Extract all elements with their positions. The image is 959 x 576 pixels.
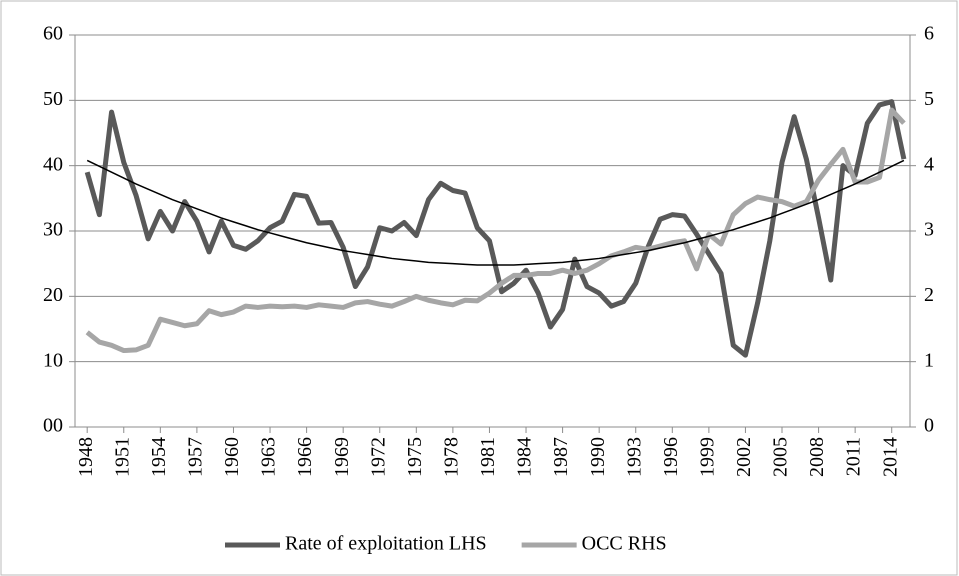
y-tick-label: 60 [43, 23, 63, 45]
x-tick-label: 2011 [843, 437, 865, 476]
x-tick-label: 2014 [879, 437, 901, 477]
y2-tick-label: 0 [924, 415, 934, 437]
x-tick-label: 1960 [221, 437, 243, 477]
x-tick-label: 1969 [331, 437, 353, 477]
y2-tick-label: 3 [924, 219, 934, 241]
x-tick-label: 1966 [294, 437, 316, 477]
y-tick-label: 10 [43, 349, 63, 371]
x-tick-label: 1978 [440, 437, 462, 477]
y2-tick-label: 2 [924, 284, 934, 306]
x-tick-label: 1981 [477, 437, 499, 477]
x-tick-label: 1990 [587, 437, 609, 477]
x-tick-label: 1963 [258, 437, 280, 477]
x-tick-label: 2008 [806, 437, 828, 477]
series-line [84, 99, 907, 358]
legend-label: Rate of exploitation LHS [285, 533, 487, 555]
x-tick-label: 1951 [111, 437, 133, 477]
series-line [85, 107, 906, 354]
x-tick-label: 1996 [660, 437, 682, 477]
legend-label: OCC RHS [582, 533, 667, 555]
y2-tick-label: 6 [924, 23, 934, 45]
x-tick-label: 1954 [148, 437, 170, 477]
x-tick-label: 1987 [550, 437, 572, 477]
y-tick-label: 50 [43, 88, 63, 110]
y-tick-label: 00 [43, 415, 63, 437]
x-tick-label: 1984 [514, 437, 536, 477]
y2-tick-label: 4 [924, 153, 934, 175]
x-tick-label: 1993 [623, 437, 645, 477]
x-tick-label: 1957 [184, 437, 206, 477]
x-tick-label: 2002 [733, 437, 755, 477]
y-tick-label: 20 [43, 284, 63, 306]
x-tick-label: 1972 [367, 437, 389, 477]
x-tick-label: 1999 [696, 437, 718, 477]
y2-tick-label: 1 [924, 349, 934, 371]
x-tick-label: 1975 [404, 437, 426, 477]
y-tick-label: 40 [43, 153, 63, 175]
y2-tick-label: 5 [924, 88, 934, 110]
x-tick-label: 2005 [770, 437, 792, 477]
trend-line [86, 159, 905, 266]
y-tick-label: 30 [43, 219, 63, 241]
x-tick-label: 1948 [75, 437, 97, 477]
